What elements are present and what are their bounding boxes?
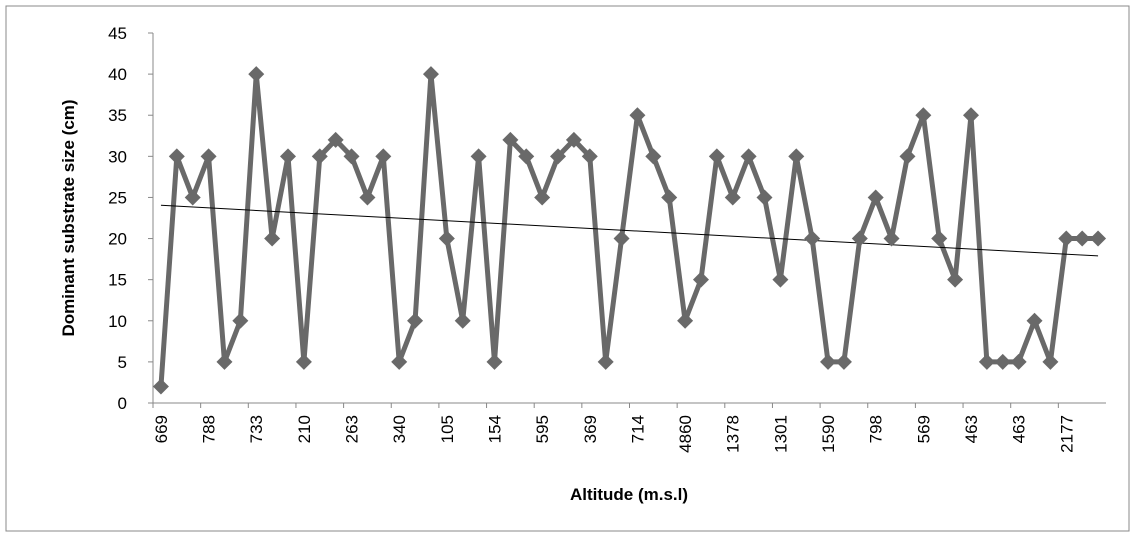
x-tick-label: 210: [295, 415, 314, 443]
marker: [994, 353, 1011, 370]
marker: [264, 230, 281, 247]
marker: [152, 378, 169, 395]
marker: [661, 189, 678, 206]
marker: [375, 148, 392, 165]
marker: [947, 271, 964, 288]
marker: [343, 148, 360, 165]
x-tick-label: 2177: [1057, 415, 1076, 453]
y-tick-label: 10: [108, 312, 127, 331]
marker: [184, 189, 201, 206]
x-tick-label: 263: [343, 415, 362, 443]
marker: [216, 353, 233, 370]
y-tick-label: 45: [108, 24, 127, 43]
marker: [407, 312, 424, 329]
marker: [835, 353, 852, 370]
marker: [756, 189, 773, 206]
marker: [470, 148, 487, 165]
marker: [200, 148, 217, 165]
y-tick-label: 35: [108, 106, 127, 125]
marker: [1010, 353, 1027, 370]
y-tick-label: 40: [108, 65, 127, 84]
x-tick-label: 463: [962, 415, 981, 443]
marker: [550, 148, 567, 165]
marker: [899, 148, 916, 165]
x-axis-title: Altitude (m.s.l): [570, 485, 688, 504]
marker: [645, 148, 662, 165]
x-tick-label: 4860: [676, 415, 695, 453]
marker: [692, 271, 709, 288]
x-tick-label: 1301: [771, 415, 790, 453]
marker: [597, 353, 614, 370]
marker: [486, 353, 503, 370]
marker: [295, 353, 312, 370]
x-tick-label: 463: [1010, 415, 1029, 443]
data-line: [158, 71, 1099, 387]
marker: [708, 148, 725, 165]
marker: [168, 148, 185, 165]
trendline: [160, 204, 1099, 257]
y-tick-label: 25: [108, 188, 127, 207]
marker: [327, 131, 344, 148]
marker: [804, 230, 821, 247]
marker: [677, 312, 694, 329]
marker: [613, 230, 630, 247]
x-tick-label: 340: [390, 415, 409, 443]
marker: [788, 148, 805, 165]
y-tick-label: 0: [118, 394, 127, 413]
marker: [978, 353, 995, 370]
x-tick-label: 733: [247, 415, 266, 443]
x-tick-label: 714: [628, 415, 647, 443]
marker: [1058, 230, 1075, 247]
x-tick-label: 798: [867, 415, 886, 443]
marker: [248, 66, 265, 83]
x-tick-label: 1590: [819, 415, 838, 453]
marker: [851, 230, 868, 247]
marker: [931, 230, 948, 247]
marker: [232, 312, 249, 329]
x-tick-label: 595: [533, 415, 552, 443]
x-tick-label: 369: [581, 415, 600, 443]
marker: [1042, 353, 1059, 370]
marker: [820, 353, 837, 370]
y-tick-label: 20: [108, 230, 127, 249]
marker: [867, 189, 884, 206]
marker: [883, 230, 900, 247]
marker: [629, 107, 646, 124]
marker: [581, 148, 598, 165]
y-axis-title: Dominant substrate size (cm): [59, 99, 78, 336]
marker: [311, 148, 328, 165]
marker: [724, 189, 741, 206]
marker: [438, 230, 455, 247]
marker: [962, 107, 979, 124]
y-tick-label: 15: [108, 271, 127, 290]
marker: [1026, 312, 1043, 329]
y-tick-label: 5: [118, 353, 127, 372]
marker: [454, 312, 471, 329]
marker: [565, 131, 582, 148]
x-tick-label: 1378: [724, 415, 743, 453]
marker: [502, 131, 519, 148]
marker: [518, 148, 535, 165]
y-tick-label: 30: [108, 147, 127, 166]
marker: [1074, 230, 1091, 247]
marker: [1090, 230, 1107, 247]
marker: [359, 189, 376, 206]
x-tick-label: 669: [152, 415, 171, 443]
x-tick-label: 788: [200, 415, 219, 443]
chart-frame: [5, 5, 1130, 532]
marker: [915, 107, 932, 124]
x-tick-label: 105: [438, 415, 457, 443]
marker: [534, 189, 551, 206]
marker: [772, 271, 789, 288]
x-tick-label: 154: [485, 415, 504, 443]
x-tick-label: 569: [914, 415, 933, 443]
marker: [422, 66, 439, 83]
marker: [280, 148, 297, 165]
marker: [740, 148, 757, 165]
marker: [391, 353, 408, 370]
